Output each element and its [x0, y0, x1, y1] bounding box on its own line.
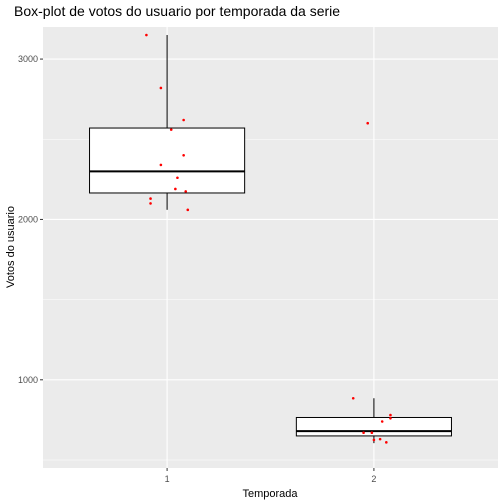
x-tick-label: 2 [371, 474, 376, 484]
data-point [385, 441, 388, 444]
data-point [174, 187, 177, 191]
data-point [380, 420, 384, 423]
data-point [145, 33, 148, 37]
data-point [370, 431, 374, 435]
data-point [184, 190, 188, 193]
data-point [169, 128, 173, 131]
plot-panel [43, 27, 498, 468]
data-point [159, 163, 163, 167]
y-tick-label: 1000 [18, 375, 38, 385]
box-iqr [295, 416, 452, 437]
box-iqr [89, 127, 246, 194]
data-point [149, 202, 152, 205]
y-axis-ticks: 1000 2000 3000 [18, 54, 43, 385]
data-point [389, 413, 392, 417]
data-point [372, 438, 376, 442]
data-point [176, 176, 179, 180]
boxes-group [89, 35, 452, 444]
jitter-points-group [145, 33, 392, 444]
data-point [378, 437, 382, 441]
x-axis-title: Temporada [242, 488, 298, 500]
chart-title: Box-plot de votos do usuario por tempora… [14, 3, 340, 19]
data-point [182, 118, 185, 122]
data-point [362, 431, 365, 435]
data-point [351, 396, 355, 400]
data-point [159, 86, 163, 90]
y-axis-title: Votos do usuario [5, 206, 17, 288]
data-point [186, 208, 190, 212]
y-tick-label: 3000 [18, 54, 38, 64]
data-point [366, 121, 370, 125]
data-point [182, 153, 185, 157]
data-point [389, 416, 392, 420]
data-point [149, 197, 152, 200]
x-tick-label: 1 [165, 474, 170, 484]
y-tick-label: 2000 [18, 214, 38, 224]
